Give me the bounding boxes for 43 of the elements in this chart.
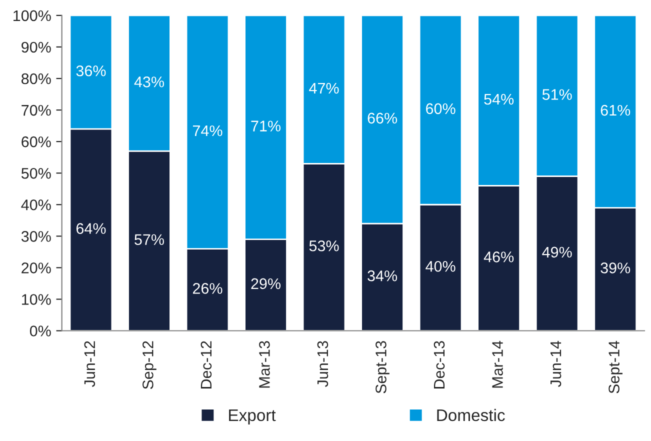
data-label: 40%: [426, 260, 456, 272]
x-tick-label: Sep-12: [142, 341, 156, 390]
data-label: 57%: [134, 234, 164, 245]
x-tick-label: Mar-14: [492, 340, 503, 388]
x-tick-label: Sept-14: [608, 340, 622, 394]
data-label: 66%: [368, 112, 398, 124]
y-tick-label: 40%: [21, 199, 51, 210]
data-label: 46%: [484, 252, 514, 262]
data-label: 43%: [134, 76, 164, 88]
y-tick-label: 50%: [21, 168, 51, 179]
data-label: 29%: [251, 278, 281, 290]
data-label: 60%: [426, 103, 456, 114]
y-tick-label: 30%: [21, 231, 51, 242]
data-label: 34%: [368, 270, 398, 282]
data-label: 49%: [542, 246, 572, 258]
x-tick-label: Dec-13: [434, 341, 445, 388]
data-label: 47%: [309, 82, 339, 94]
data-label: 54%: [484, 94, 514, 105]
data-label: 26%: [192, 283, 222, 294]
x-tick-label: Jun-14: [550, 340, 562, 387]
data-label: 51%: [542, 89, 572, 100]
data-label: 39%: [600, 262, 630, 274]
y-tick-label: 70%: [22, 104, 51, 116]
y-tick-label: 10%: [22, 294, 51, 305]
legend-label: Domestic: [437, 408, 505, 422]
y-tick-label: 0%: [30, 326, 51, 336]
x-tick-label: Mar-13: [259, 341, 270, 388]
y-tick-label: 20%: [22, 262, 51, 274]
data-label: 74%: [193, 125, 222, 136]
data-label: 61%: [600, 104, 630, 116]
y-tick-label: 100%: [14, 10, 51, 22]
x-tick-label: Jun-12: [84, 341, 96, 387]
legend-label: Export: [229, 410, 276, 424]
y-tick-label: 80%: [22, 73, 51, 84]
data-label: 71%: [251, 120, 281, 132]
x-tick-label: Sept-13: [376, 341, 390, 394]
x-tick-label: Dec-12: [200, 341, 212, 388]
x-tick-label: Jun-13: [317, 341, 328, 387]
y-tick-label: 90%: [22, 42, 51, 53]
data-label: 64%: [76, 223, 106, 234]
data-label: 36%: [76, 65, 106, 76]
y-tick-label: 60%: [22, 136, 51, 148]
data-label: 53%: [309, 240, 339, 252]
